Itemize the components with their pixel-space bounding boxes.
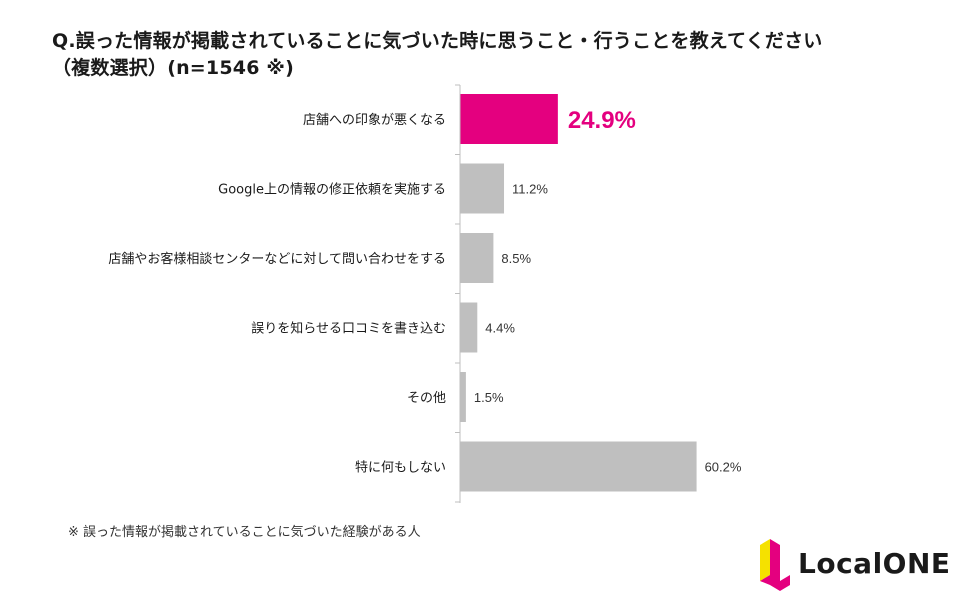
chart-title: Q.誤った情報が掲載されていることに気づいた時に思うこと・行うことを教えてくださ… — [52, 28, 932, 82]
bar — [460, 372, 466, 422]
value-label: 1.5% — [474, 390, 504, 405]
chart-title-line-2: （複数選択）(n=1546 ※) — [52, 57, 294, 79]
logo-text: LocalONE — [798, 547, 951, 580]
category-label: 店舗やお客様相談センターなどに対して問い合わせをする — [108, 251, 446, 267]
value-label: 60.2% — [705, 460, 742, 475]
bar — [460, 163, 505, 214]
value-label: 24.9% — [568, 107, 636, 134]
value-label: 8.5% — [501, 251, 531, 266]
footnote: ※ 誤った情報が掲載されていることに気づいた経験がある人 — [68, 525, 421, 540]
chart-title-line-1: Q.誤った情報が掲載されていることに気づいた時に思うこと・行うことを教えてくださ… — [52, 30, 823, 52]
category-label: 誤りを知らせる口コミを書き込む — [251, 321, 446, 337]
bar — [460, 302, 478, 353]
value-label: 4.4% — [485, 321, 515, 336]
category-label: その他 — [407, 391, 446, 406]
category-label: Google上の情報の修正依頼を実施する — [218, 182, 446, 198]
localone-logo-mark — [760, 539, 790, 591]
category-label: 特に何もしない — [355, 460, 446, 476]
bar — [460, 441, 697, 492]
bar — [460, 94, 558, 144]
logo-mark-yellow — [760, 539, 770, 581]
logo-mark-magenta — [760, 539, 790, 591]
localone-logo: LocalONE — [760, 536, 951, 592]
value-label: 11.2% — [512, 182, 548, 197]
category-label: 店舗への印象が悪くなる — [303, 113, 446, 128]
bar — [460, 233, 494, 283]
